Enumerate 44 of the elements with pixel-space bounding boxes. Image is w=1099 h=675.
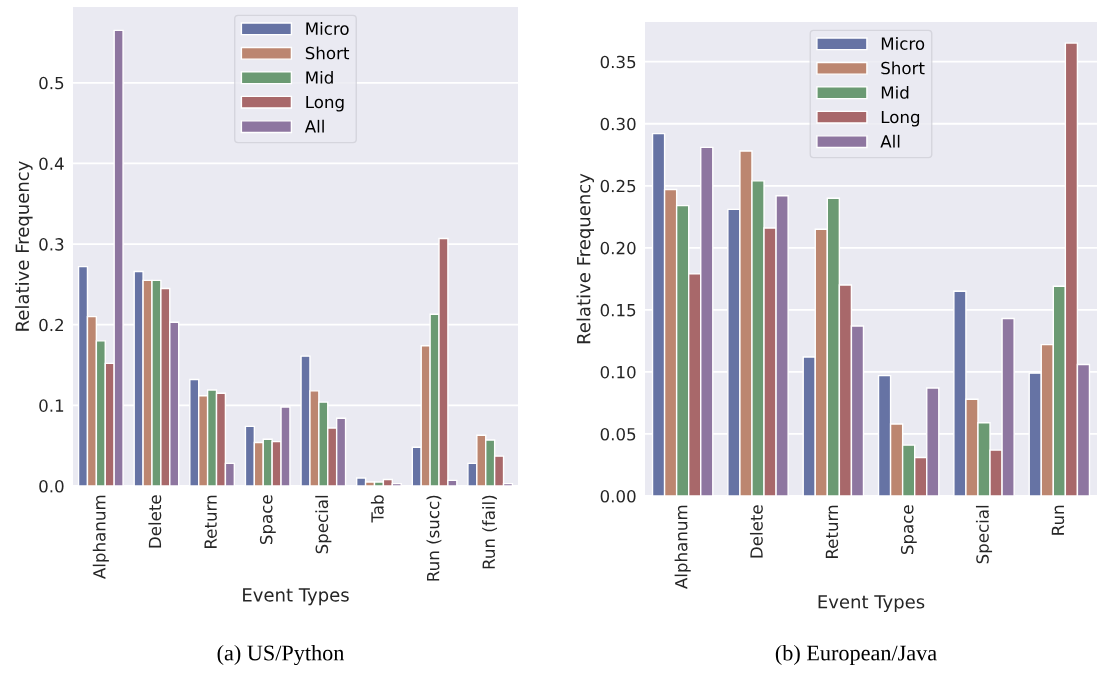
y-tick-label: 0.15: [600, 303, 636, 317]
x-tick-label: Delete: [749, 505, 763, 558]
text: (a) US/Python: [217, 644, 345, 666]
x-tick-label: Special: [315, 495, 332, 554]
legend-label: Short: [305, 46, 350, 60]
y-tick-label: 0.5: [39, 76, 64, 90]
x-tick-label: Tab: [370, 495, 384, 523]
text: (b) European/Java: [775, 644, 937, 666]
x-tick-label: Space: [900, 505, 917, 555]
legend-label: Long: [881, 110, 920, 127]
legend-label: Short: [881, 61, 925, 75]
y-tick-label: 0.10: [600, 365, 636, 379]
y-tick-label: 0.30: [600, 117, 636, 131]
x-axis-title: Event Types: [818, 595, 925, 613]
x-tick-label: Alphanum: [674, 505, 691, 589]
x-tick-label: Delete: [148, 495, 162, 548]
legend-label: Micro: [306, 22, 349, 35]
x-tick-label: Space: [259, 495, 276, 545]
x-tick-label: Run (fail): [482, 495, 497, 569]
y-axis-title: Relative Frequency: [576, 173, 594, 344]
y-tick-label: 0.05: [600, 427, 636, 441]
x-tick-label: Run: [1051, 505, 1065, 535]
y-tick-label: 0.0: [39, 479, 64, 493]
x-axis-title: Event Types: [243, 588, 349, 606]
x-tick-label: Return: [204, 495, 217, 548]
legend-label: Micro: [881, 37, 925, 50]
y-tick-label: 0.25: [600, 179, 636, 193]
y-tick-label: 0.35: [600, 55, 636, 69]
x-tick-label: Run (succ): [426, 495, 442, 581]
y-tick-label: 0.20: [600, 241, 636, 255]
x-tick-label: Return: [825, 505, 839, 558]
legend-label: All: [304, 119, 324, 133]
y-tick-label: 0.00: [600, 489, 636, 503]
y-tick-label: 0.3: [39, 238, 64, 251]
y-axis-title: Relative Frequency: [15, 161, 33, 331]
x-tick-label: Special: [975, 505, 993, 564]
y-tick-label: 0.4: [39, 157, 64, 171]
x-tick-label: Alphanum: [92, 495, 109, 579]
y-tick-label: 0.2: [39, 318, 63, 332]
legend-label: Long: [306, 95, 344, 112]
legend-label: All: [880, 134, 900, 148]
legend-label: Mid: [881, 85, 909, 99]
legend-label: Mid: [306, 70, 333, 84]
y-tick-label: 0.1: [39, 399, 64, 412]
